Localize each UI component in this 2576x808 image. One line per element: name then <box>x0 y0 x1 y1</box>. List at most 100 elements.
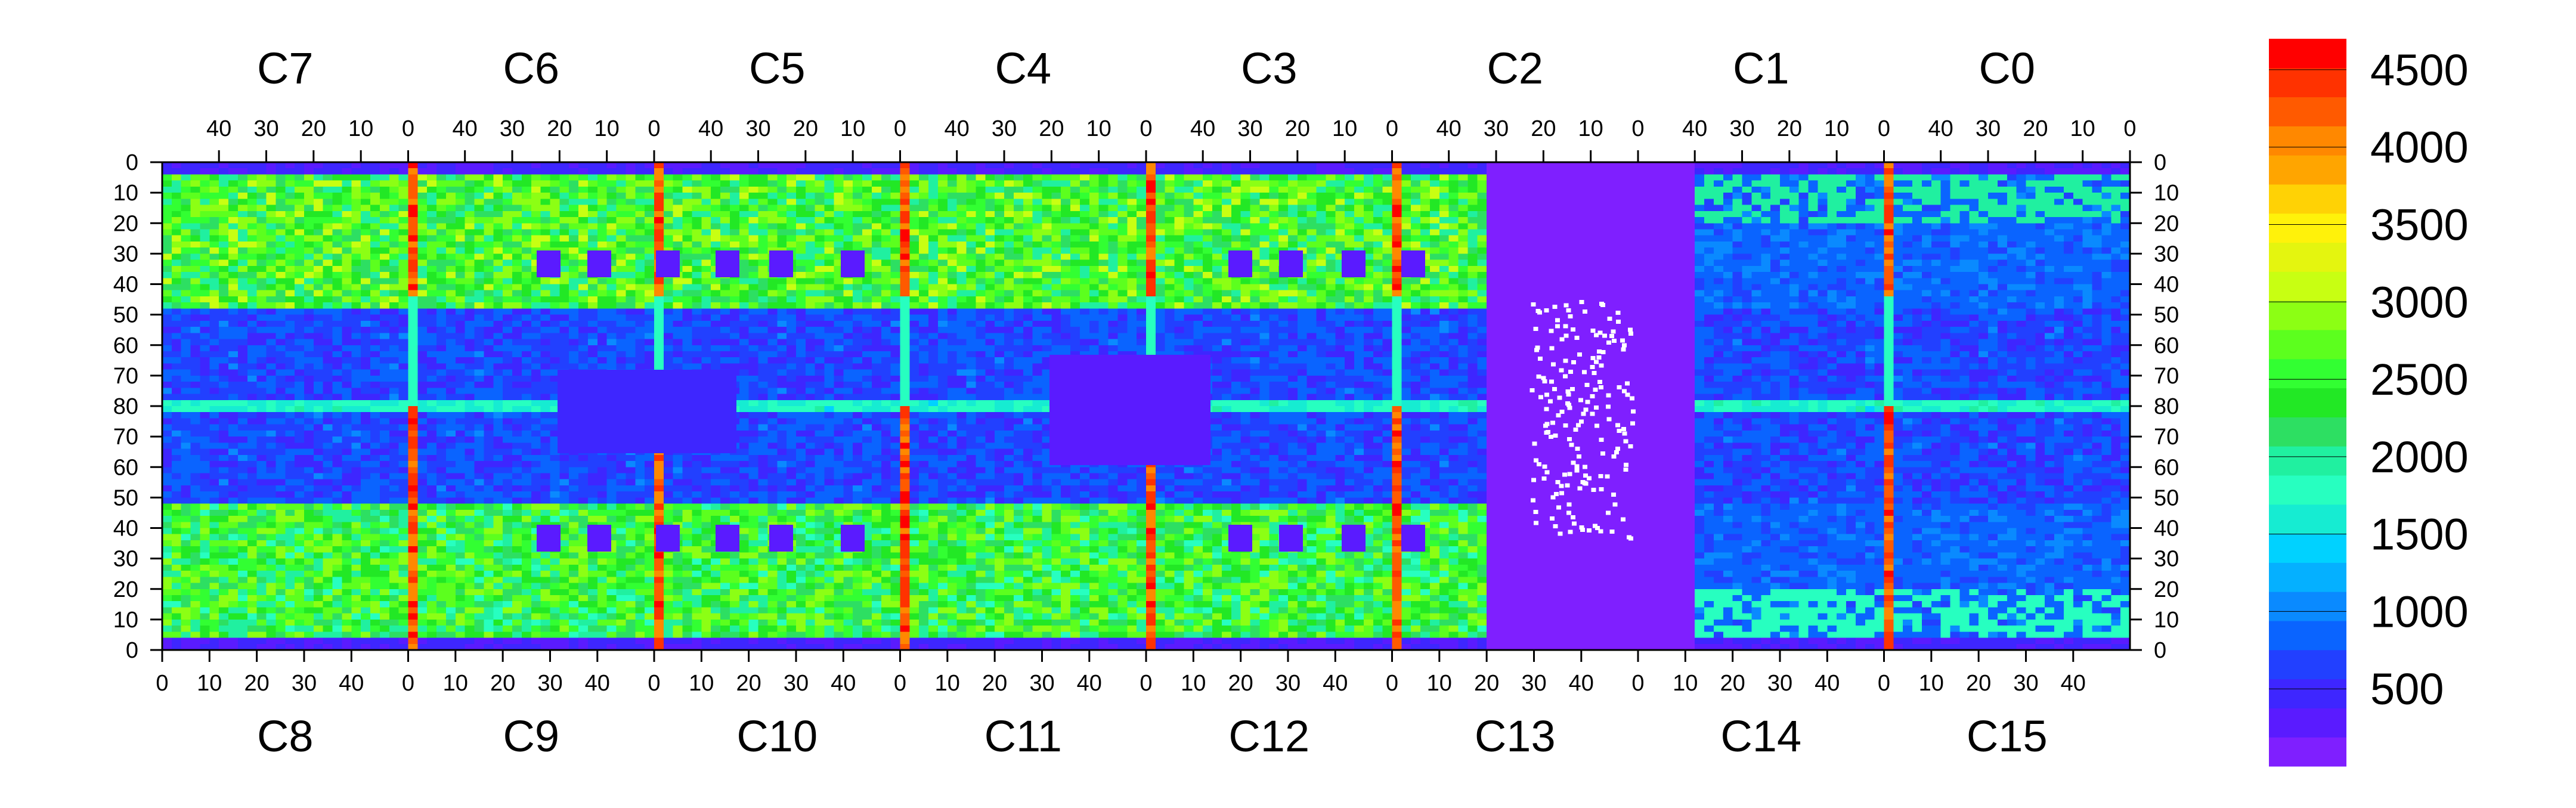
heatmap-cell-run <box>834 205 863 212</box>
heatmap-cell-run <box>720 217 730 224</box>
heatmap-cell-run <box>1287 174 1298 181</box>
heatmap-cell-run <box>313 278 324 285</box>
heatmap-cell-run <box>408 302 418 309</box>
heatmap-cell-run <box>1203 241 1213 248</box>
heatmap-cell-run <box>787 210 797 218</box>
heatmap-cell-run <box>1004 278 1014 285</box>
heatmap-cell-run <box>1089 193 1100 199</box>
heatmap-cell-run <box>1808 272 1819 278</box>
heatmap-cell-run <box>559 193 569 199</box>
heatmap-cell-run <box>332 278 343 285</box>
heatmap-cell-run <box>720 162 750 169</box>
heatmap-cell-run <box>673 199 683 206</box>
heatmap-cell-run <box>1903 265 1913 273</box>
heatmap-cell-run <box>900 284 910 291</box>
heatmap-cell-run <box>578 333 589 340</box>
heatmap-cell-run <box>1070 235 1080 242</box>
heatmap-cell-run <box>748 193 768 199</box>
heatmap-cell-run <box>673 223 683 230</box>
heatmap-cell-run <box>313 205 324 212</box>
heatmap-cell-run <box>2120 357 2130 364</box>
heatmap-cell-run <box>247 339 267 346</box>
heatmap-cell-run <box>474 180 485 187</box>
heatmap-cell-run <box>1969 314 1979 321</box>
heatmap-cell-run <box>2054 345 2064 352</box>
heatmap-cell-run <box>578 265 589 273</box>
heatmap-cell-run <box>597 314 627 321</box>
heatmap-cell-run <box>1345 229 1355 236</box>
heatmap-cell-run <box>1004 235 1014 242</box>
heatmap-cell-run <box>663 339 674 346</box>
heatmap-cell-run <box>976 229 986 236</box>
heatmap-cell-run <box>398 168 409 175</box>
heatmap-cell-run <box>1884 272 1894 278</box>
heatmap-cell-run <box>1448 345 1459 352</box>
heatmap-cell-run <box>1146 186 1156 193</box>
heatmap-cell-run <box>1137 351 1147 358</box>
heatmap-cell-run <box>758 168 778 175</box>
heatmap-cell-run <box>834 241 844 248</box>
heatmap-cell-run <box>1335 205 1345 212</box>
heatmap-cell-run <box>1979 278 1998 285</box>
heatmap-cell-run <box>1467 205 1487 212</box>
heatmap-cell-run <box>1723 229 1733 236</box>
heatmap-cell-run <box>871 265 891 273</box>
heatmap-cell-run <box>1023 210 1033 218</box>
heatmap-cell-run <box>606 205 617 212</box>
heatmap-cell-run <box>767 217 787 224</box>
heatmap-cell-run <box>777 193 787 199</box>
heatmap-cell-run <box>1165 247 1175 254</box>
heatmap-cell-run <box>597 174 608 181</box>
heatmap-cell-run <box>1146 290 1156 297</box>
heatmap-cell-run <box>919 290 929 297</box>
heatmap-cell-run <box>162 284 191 291</box>
heatmap-cell-run <box>1108 272 1119 278</box>
heatmap-cell-run <box>1695 180 1705 187</box>
heatmap-cell-run <box>626 314 655 321</box>
heatmap-cell-run <box>1146 174 1156 181</box>
heatmap-cell-run <box>635 265 645 273</box>
heatmap-cell-run <box>1297 241 1308 248</box>
heatmap-cell-run <box>1704 174 1724 181</box>
heatmap-cell-run <box>1023 186 1033 193</box>
heatmap-cell-run <box>1137 210 1147 218</box>
heatmap-cell-run <box>559 259 569 267</box>
heatmap-cell-run <box>256 241 267 248</box>
heatmap-cell-run <box>1713 259 1761 267</box>
heatmap-cell-run <box>445 253 456 261</box>
heatmap-cell-run <box>181 345 191 352</box>
heatmap-cell-run <box>1704 357 1714 364</box>
heatmap-cell-run <box>928 247 939 254</box>
heatmap-cell-run <box>351 272 361 278</box>
heatmap-cell-run <box>729 241 740 248</box>
heatmap-cell-run <box>313 375 333 382</box>
heatmap-cell-run <box>1458 302 1469 309</box>
heatmap-cell-run <box>304 199 314 206</box>
heatmap-cell-run <box>531 308 541 315</box>
heatmap-cell-run <box>304 174 314 181</box>
heatmap-cell-run <box>1969 180 1998 187</box>
heatmap-cell-run <box>805 241 816 248</box>
heatmap-cell-run <box>1950 241 1961 248</box>
heatmap-cell-run <box>1089 168 1109 175</box>
heatmap-cell-run <box>795 210 816 218</box>
heatmap-cell-run <box>1269 259 1279 267</box>
heatmap-cell-run <box>739 351 759 358</box>
heatmap-cell-run <box>919 162 939 169</box>
heatmap-cell-run <box>1297 174 1308 181</box>
heatmap-cell-run <box>928 223 939 230</box>
heatmap-cell-run <box>1411 217 1421 224</box>
heatmap-cell-run <box>1174 199 1194 206</box>
heatmap-cell-run <box>408 314 418 321</box>
heatmap-cell-run <box>966 320 977 327</box>
heatmap-cell-run <box>1912 235 1922 242</box>
heatmap-cell-run <box>503 320 513 327</box>
heatmap-cell-run <box>465 247 475 254</box>
heatmap-cell-run <box>2120 308 2130 315</box>
heatmap-cell-run <box>909 302 919 309</box>
heatmap-cell-run <box>748 259 759 267</box>
heatmap-cell-run <box>1865 363 1875 370</box>
heatmap-cell-run <box>1392 265 1402 273</box>
heatmap-cell-run <box>398 265 409 273</box>
heatmap-cell-run <box>445 272 456 278</box>
